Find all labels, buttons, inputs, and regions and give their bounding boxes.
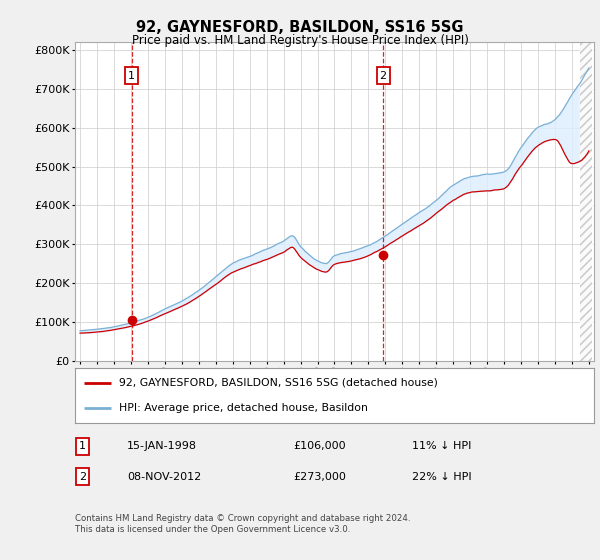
Bar <box>580 42 592 361</box>
Text: 92, GAYNESFORD, BASILDON, SS16 5SG (detached house): 92, GAYNESFORD, BASILDON, SS16 5SG (deta… <box>119 378 438 388</box>
Text: 2: 2 <box>380 71 387 81</box>
Text: HPI: Average price, detached house, Basildon: HPI: Average price, detached house, Basi… <box>119 403 368 413</box>
Text: 1: 1 <box>128 71 135 81</box>
Text: 11% ↓ HPI: 11% ↓ HPI <box>412 441 472 451</box>
Text: 22% ↓ HPI: 22% ↓ HPI <box>412 472 472 482</box>
Text: 92, GAYNESFORD, BASILDON, SS16 5SG: 92, GAYNESFORD, BASILDON, SS16 5SG <box>136 20 464 35</box>
Text: Contains HM Land Registry data © Crown copyright and database right 2024.
This d: Contains HM Land Registry data © Crown c… <box>75 514 410 534</box>
Bar <box>580 42 592 361</box>
Text: Price paid vs. HM Land Registry's House Price Index (HPI): Price paid vs. HM Land Registry's House … <box>131 34 469 46</box>
Text: 1: 1 <box>79 441 86 451</box>
Bar <box>580 42 592 361</box>
Text: 2: 2 <box>79 472 86 482</box>
Text: £106,000: £106,000 <box>293 441 346 451</box>
Text: £273,000: £273,000 <box>293 472 346 482</box>
Text: 08-NOV-2012: 08-NOV-2012 <box>127 472 201 482</box>
Text: 15-JAN-1998: 15-JAN-1998 <box>127 441 197 451</box>
